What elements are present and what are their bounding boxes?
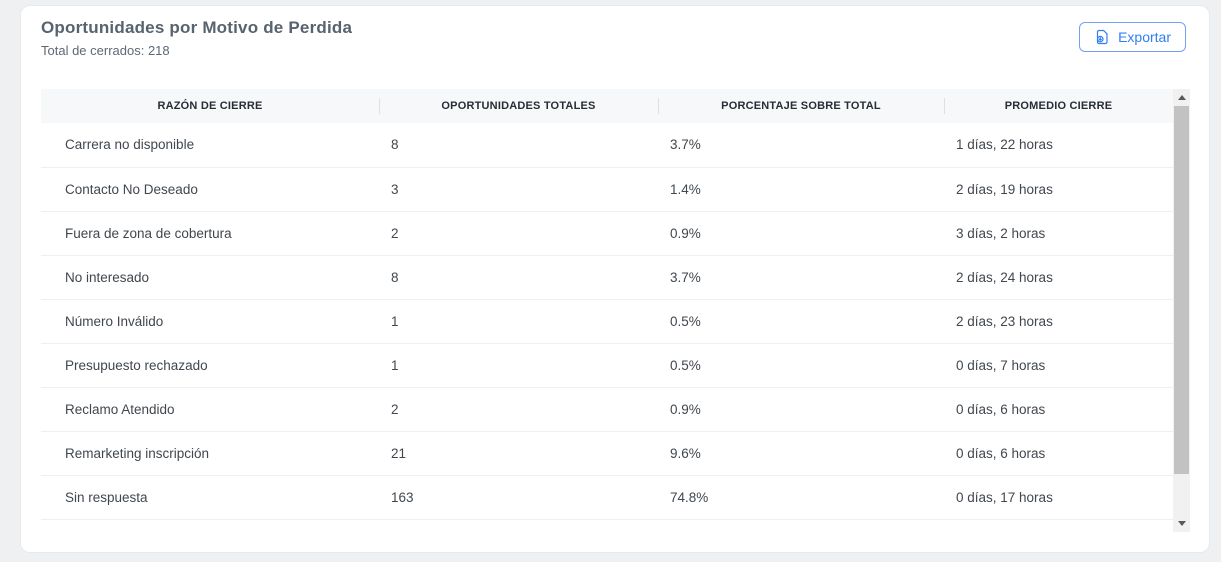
cell-total: 8 <box>379 123 658 168</box>
table-row: Fuera de zona de cobertura 2 0.9% 3 días, 2… <box>41 211 1173 256</box>
cell-percent: 0.5% <box>658 299 944 344</box>
file-export-icon <box>1094 29 1110 45</box>
table-row: Remarketing inscripción 21 9.6% 0 días, 6 h… <box>41 431 1173 476</box>
cell-avg_close: 1 días, 22 horas <box>944 123 1173 168</box>
title-block: Oportunidades por Motivo de Perdida Tota… <box>41 18 352 58</box>
cell-total: 3 <box>379 167 658 212</box>
column-header-avg: PROMEDIO CIERRE <box>944 89 1173 123</box>
cell-total: 2 <box>379 387 658 432</box>
loss-reason-table: RAZÓN DE CIERRE OPORTUNIDADES TOTALES PO… <box>41 89 1173 520</box>
cell-avg_close: 2 días, 23 horas <box>944 299 1173 344</box>
cell-total: 1 <box>379 343 658 388</box>
cell-avg_close: 3 días, 2 horas <box>944 211 1173 256</box>
cell-reason: Número Inválido <box>41 299 379 344</box>
cell-percent: 0.9% <box>658 387 944 432</box>
export-button-label: Exportar <box>1118 29 1171 45</box>
scroll-down-arrow-icon[interactable] <box>1173 515 1190 532</box>
column-header-total: OPORTUNIDADES TOTALES <box>379 89 658 123</box>
cell-reason: No interesado <box>41 255 379 300</box>
cell-total: 2 <box>379 211 658 256</box>
export-button[interactable]: Exportar <box>1079 22 1186 52</box>
table-row: Contacto No Deseado 3 1.4% 2 días, 19 horas <box>41 167 1173 212</box>
page-title: Oportunidades por Motivo de Perdida <box>41 18 353 37</box>
cell-reason: Remarketing inscripción <box>41 431 379 476</box>
cell-avg_close: 0 días, 17 horas <box>944 475 1173 520</box>
cell-avg_close: 2 días, 19 horas <box>944 167 1173 212</box>
cell-reason: Contacto No Deseado <box>41 167 379 212</box>
cell-total: 1 <box>379 299 658 344</box>
scroll-up-arrow-icon[interactable] <box>1173 89 1190 106</box>
card-header: Oportunidades por Motivo de Perdida Tota… <box>41 18 1186 58</box>
cell-percent: 0.9% <box>658 211 944 256</box>
table-row: Sin respuesta 163 74.8% 0 días, 17 horas <box>41 475 1173 520</box>
cell-total: 21 <box>379 431 658 476</box>
column-header-percent: PORCENTAJE SOBRE TOTAL <box>658 89 944 123</box>
scrollbar-thumb[interactable] <box>1174 106 1189 474</box>
cell-total: 163 <box>379 475 658 520</box>
cell-total: 8 <box>379 255 658 300</box>
cell-avg_close: 0 días, 6 horas <box>944 387 1173 432</box>
table-row: Número Inválido 1 0.5% 2 días, 23 horas <box>41 299 1173 344</box>
table-header: RAZÓN DE CIERRE OPORTUNIDADES TOTALES PO… <box>41 89 1173 123</box>
cell-percent: 1.4% <box>658 167 944 212</box>
table-body: Carrera no disponible 8 3.7% 1 días, 22 hor… <box>41 123 1173 520</box>
cell-avg_close: 0 días, 7 horas <box>944 343 1173 388</box>
cell-avg_close: 2 días, 24 horas <box>944 255 1173 300</box>
column-header-reason: RAZÓN DE CIERRE <box>41 89 379 123</box>
table-row: Presupuesto rechazado 1 0.5% 0 días, 7 hora… <box>41 343 1173 388</box>
cell-reason: Carrera no disponible <box>41 123 379 168</box>
cell-percent: 0.5% <box>658 343 944 388</box>
cell-avg_close: 0 días, 6 horas <box>944 431 1173 476</box>
report-table-area: RAZÓN DE CIERRE OPORTUNIDADES TOTALES PO… <box>41 89 1190 532</box>
cell-percent: 3.7% <box>658 123 944 168</box>
vertical-scrollbar[interactable] <box>1173 89 1190 532</box>
report-card: Oportunidades por Motivo de Perdida Tota… <box>20 5 1210 553</box>
cell-reason: Presupuesto rechazado <box>41 343 379 388</box>
cell-reason: Reclamo Atendido <box>41 387 379 432</box>
total-closed-label: Total de cerrados: 218 <box>41 43 170 58</box>
table-row: No interesado 8 3.7% 2 días, 24 horas <box>41 255 1173 300</box>
cell-percent: 74.8% <box>658 475 944 520</box>
table-row: Reclamo Atendido 2 0.9% 0 días, 6 horas <box>41 387 1173 432</box>
cell-percent: 3.7% <box>658 255 944 300</box>
cell-percent: 9.6% <box>658 431 944 476</box>
table-row: Carrera no disponible 8 3.7% 1 días, 22 hor… <box>41 123 1173 168</box>
cell-reason: Sin respuesta <box>41 475 379 520</box>
cell-reason: Fuera de zona de cobertura <box>41 211 379 256</box>
